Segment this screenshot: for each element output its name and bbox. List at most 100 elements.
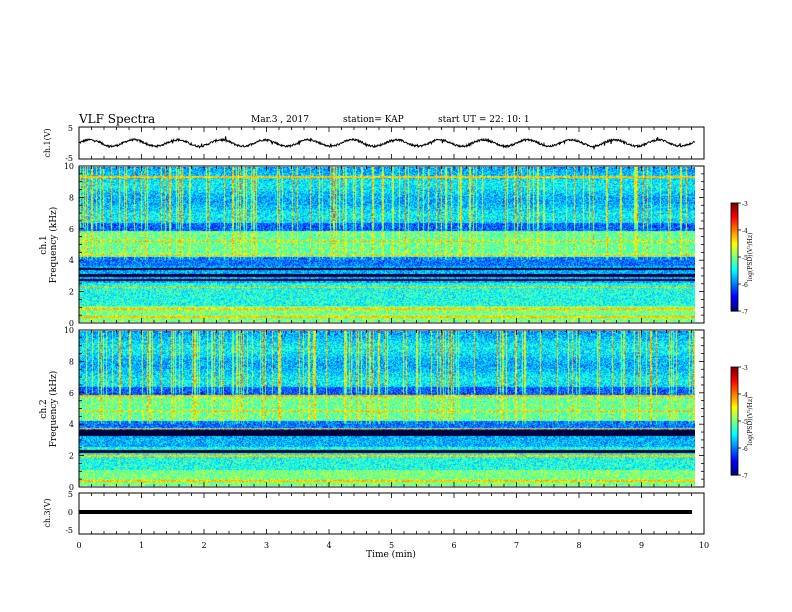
colorbar-swatch bbox=[731, 293, 738, 296]
colorbar-swatch bbox=[731, 467, 738, 471]
colorbar-swatch bbox=[731, 381, 738, 384]
colorbar-tick-label: -3 bbox=[742, 201, 748, 208]
ch1-ytick-bottom: -5 bbox=[65, 154, 73, 163]
colorbar-swatch bbox=[731, 251, 738, 254]
colorbar-swatch bbox=[731, 390, 738, 393]
colorbar-swatch bbox=[731, 444, 738, 447]
colorbar-swatch bbox=[731, 262, 738, 265]
ch1-spectrogram-ylabel-channel: ch.1 bbox=[39, 235, 49, 254]
colorbar-swatch bbox=[731, 376, 738, 379]
time-tick-label: 6 bbox=[451, 541, 456, 550]
colorbar-swatch bbox=[731, 258, 738, 262]
ch1-ytick-top: 5 bbox=[68, 124, 73, 133]
colorbar-swatch bbox=[731, 464, 738, 467]
freq-tick-label: 8 bbox=[69, 357, 74, 366]
colorbar-swatch bbox=[731, 392, 738, 395]
freq-tick-label: 2 bbox=[69, 452, 74, 461]
colorbar-swatch bbox=[731, 370, 738, 373]
colorbar-swatch bbox=[731, 451, 738, 454]
colorbar-swatch bbox=[731, 210, 738, 213]
time-tick-label: 8 bbox=[576, 541, 581, 550]
colorbar-swatch bbox=[731, 203, 738, 206]
freq-tick-label: 4 bbox=[69, 256, 74, 265]
colorbar-swatch bbox=[731, 449, 738, 453]
colorbar-swatch bbox=[731, 388, 738, 391]
time-tick-label: 4 bbox=[326, 541, 331, 550]
colorbar-swatch bbox=[731, 367, 738, 370]
colorbar-swatch bbox=[731, 224, 738, 227]
colorbar-swatch bbox=[731, 386, 738, 390]
colorbar-swatch bbox=[731, 422, 738, 426]
ch1-waveform-frame bbox=[78, 126, 705, 160]
colorbar-swatch bbox=[731, 374, 738, 377]
colorbar-swatch bbox=[731, 305, 738, 308]
colorbar-swatch bbox=[731, 222, 738, 226]
colorbar-swatch bbox=[731, 469, 738, 472]
colorbar-swatch bbox=[731, 439, 738, 442]
ch1-spectrogram-panel: 0 2 4 6 8 10 ch.1 Frequency (kHz) bbox=[39, 162, 705, 328]
colorbar-swatch bbox=[731, 226, 738, 229]
colorbar-swatch bbox=[731, 296, 738, 299]
colorbar-swatch bbox=[731, 302, 738, 305]
ch3-ytick-mid: 0 bbox=[68, 508, 73, 517]
colorbar-tick-label: -7 bbox=[742, 309, 748, 316]
figure-title: VLF Spectra bbox=[78, 112, 155, 126]
colorbar-swatch bbox=[731, 453, 738, 456]
colorbar-swatch bbox=[731, 419, 738, 422]
ch2-colorbar: -3 -4 -5 -6 -7 log(PSD)(V²/Hz) bbox=[730, 365, 754, 480]
colorbar-tick-label: -7 bbox=[742, 473, 748, 480]
colorbar-tick-label: -4 bbox=[742, 392, 748, 399]
colorbar-tick-label: -3 bbox=[742, 365, 748, 372]
colorbar-swatch bbox=[731, 466, 738, 469]
colorbar-swatch bbox=[731, 267, 738, 271]
colorbar-swatch bbox=[731, 426, 738, 429]
colorbar-tick-label: -5 bbox=[742, 419, 748, 426]
colorbar-swatch bbox=[731, 440, 738, 444]
colorbar-swatch bbox=[731, 287, 738, 290]
colorbar-swatch bbox=[731, 244, 738, 247]
x-axis-label: Time (min) bbox=[366, 549, 416, 560]
colorbar-swatch bbox=[731, 412, 738, 415]
colorbar-swatch bbox=[731, 260, 738, 263]
colorbar-swatch bbox=[731, 437, 738, 440]
colorbar-swatch bbox=[731, 415, 738, 418]
colorbar-swatch bbox=[731, 462, 738, 465]
colorbar-swatch bbox=[731, 368, 738, 372]
colorbar-swatch bbox=[731, 428, 738, 431]
colorbar-swatch bbox=[731, 431, 738, 435]
ch1-waveform-ylabel: ch.1(V) bbox=[43, 128, 52, 157]
colorbar-swatch bbox=[731, 284, 738, 287]
colorbar-swatch bbox=[731, 383, 738, 386]
colorbar-swatch bbox=[731, 275, 738, 278]
freq-tick-label: 8 bbox=[69, 193, 74, 202]
freq-tick-label: 0 bbox=[69, 483, 74, 492]
colorbar-swatch bbox=[731, 291, 738, 294]
start-time-label: start UT = 22: 10: 1 bbox=[438, 115, 530, 125]
colorbar-label: log(PSD)(V²/Hz) bbox=[747, 233, 754, 282]
colorbar-swatch bbox=[731, 404, 738, 408]
colorbar-swatch bbox=[731, 231, 738, 235]
colorbar-swatch bbox=[731, 397, 738, 400]
ch2-spectrogram-ylabel: Frequency (kHz) bbox=[48, 371, 59, 448]
colorbar-swatch bbox=[731, 212, 738, 215]
colorbar-swatch bbox=[731, 206, 738, 209]
colorbar-label: log(PSD)(V²/Hz) bbox=[747, 397, 754, 446]
colorbar-swatch bbox=[731, 471, 738, 474]
colorbar-swatch bbox=[731, 217, 738, 220]
ch1-freq-ticks: 0 2 4 6 8 10 bbox=[64, 162, 704, 328]
time-tick-label: 5 bbox=[389, 541, 394, 550]
colorbar-swatch bbox=[731, 273, 738, 276]
colorbar-swatch bbox=[731, 280, 738, 283]
colorbar-swatch bbox=[731, 208, 738, 211]
colorbar-tick-label: -6 bbox=[742, 282, 748, 289]
colorbar-swatch bbox=[731, 442, 738, 445]
colorbar-swatch bbox=[731, 455, 738, 458]
colorbar-swatch bbox=[731, 289, 738, 292]
time-tick-labels: 0 1 2 3 4 5 6 7 8 9 10 bbox=[76, 541, 709, 550]
ch1-spectrogram-image bbox=[79, 167, 695, 322]
colorbar-swatch bbox=[731, 377, 738, 381]
colorbar-swatch bbox=[731, 282, 738, 285]
time-tick-label: 0 bbox=[76, 541, 81, 550]
ch3-waveform-ylabel: ch.3(V) bbox=[43, 498, 52, 527]
ch2-spectrogram-panel: 0 2 4 6 8 10 ch.2 Frequency (kHz) bbox=[39, 326, 705, 492]
